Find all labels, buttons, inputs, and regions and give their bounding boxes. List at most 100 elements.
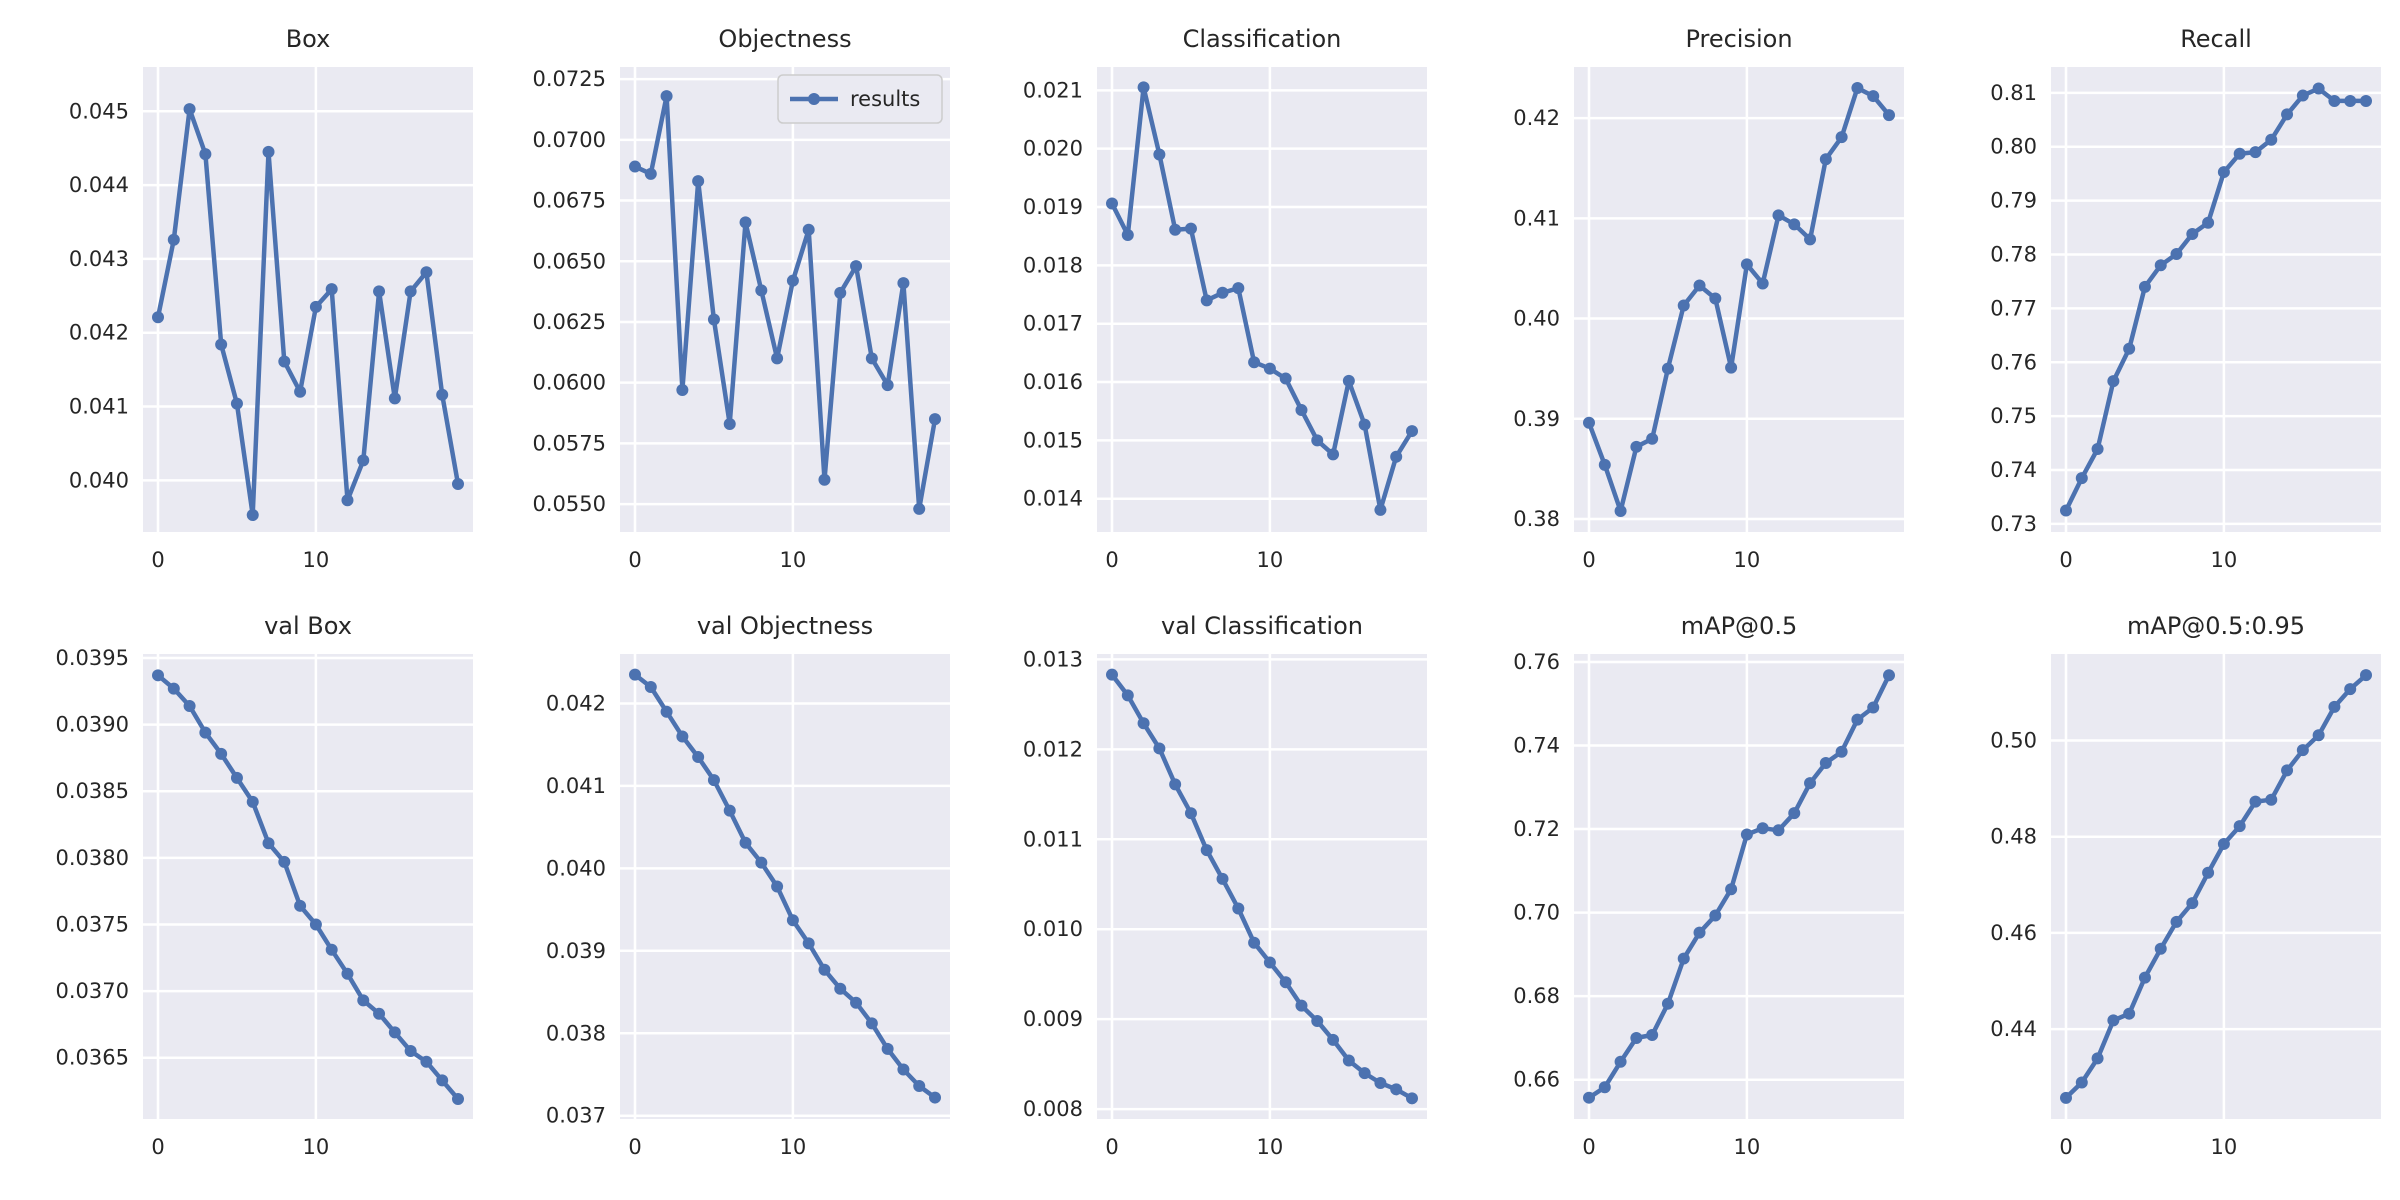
data-point xyxy=(913,1080,926,1093)
data-point xyxy=(341,967,354,980)
y-tick-label: 0.0575 xyxy=(533,431,606,455)
y-tick-label: 0.010 xyxy=(1023,917,1083,941)
data-point xyxy=(1819,153,1832,166)
data-point xyxy=(1851,713,1864,726)
y-tick-label: 0.039 xyxy=(546,939,606,963)
data-point xyxy=(834,982,847,995)
data-point xyxy=(2360,669,2372,682)
data-point xyxy=(723,804,736,817)
data-point xyxy=(1248,356,1261,369)
panel-title: Recall xyxy=(2180,25,2252,53)
panel-map-0-5-0-95: 0 10 0.44 0.46 0.48 0.50 mAP@0.5:0.95 xyxy=(1990,612,2381,1159)
data-point xyxy=(246,795,259,808)
data-point xyxy=(294,385,307,398)
data-point xyxy=(452,478,464,491)
data-point xyxy=(2217,837,2230,850)
data-point xyxy=(1583,1091,1595,1104)
y-tick-label: 0.73 xyxy=(1990,512,2037,536)
y-tick-label: 0.75 xyxy=(1990,404,2037,428)
data-point xyxy=(1342,374,1355,387)
plot-area xyxy=(1097,654,1427,1119)
data-point xyxy=(215,747,228,760)
data-point xyxy=(929,413,941,426)
data-point xyxy=(1279,976,1292,989)
y-tick-label: 0.042 xyxy=(69,321,129,345)
data-point xyxy=(802,937,815,950)
data-point xyxy=(2202,866,2215,879)
data-point xyxy=(707,774,720,787)
y-tick-label: 0.0700 xyxy=(533,128,606,152)
data-point xyxy=(309,300,322,313)
y-tick-label: 0.76 xyxy=(1990,350,2037,374)
data-point xyxy=(1327,448,1340,461)
data-point xyxy=(152,669,164,682)
y-tick-label: 0.0375 xyxy=(56,912,129,936)
y-tick-label: 0.020 xyxy=(1023,137,1083,161)
y-tick-label: 0.74 xyxy=(1513,733,1560,757)
panel-recall: 0 10 0.73 0.74 0.75 0.76 0.77 0.78 0.79 0.80 0.81 R… xyxy=(1990,25,2381,572)
data-point xyxy=(850,996,863,1009)
data-point xyxy=(325,283,338,296)
data-point xyxy=(1263,956,1276,969)
data-point xyxy=(1390,1083,1403,1096)
data-point xyxy=(452,1093,464,1106)
y-tick-label: 0.0725 xyxy=(533,67,606,91)
y-tick-label: 0.017 xyxy=(1023,312,1083,336)
x-tick-label: 0 xyxy=(1105,548,1118,572)
data-point xyxy=(2107,1014,2120,1027)
data-point xyxy=(2154,259,2167,272)
y-tick-label: 0.0650 xyxy=(533,249,606,273)
data-point xyxy=(404,285,417,298)
x-tick-label: 0 xyxy=(151,548,164,572)
data-point xyxy=(2360,94,2372,107)
data-point xyxy=(1867,701,1880,714)
data-point xyxy=(1311,1014,1324,1027)
data-point xyxy=(692,751,705,764)
data-point xyxy=(2249,795,2262,808)
data-point xyxy=(167,233,180,246)
data-point xyxy=(629,160,641,173)
panel-title: Precision xyxy=(1685,25,1792,53)
data-point xyxy=(1153,148,1166,161)
plot-area xyxy=(1574,654,1904,1119)
data-point xyxy=(183,103,196,116)
data-point xyxy=(230,397,243,410)
data-point xyxy=(278,355,291,368)
data-point xyxy=(2296,744,2309,757)
series-line xyxy=(155,106,461,518)
plot-area xyxy=(1574,67,1904,532)
data-point xyxy=(818,473,831,486)
data-point xyxy=(167,682,180,695)
y-tick-label: 0.39 xyxy=(1513,407,1560,431)
data-point xyxy=(420,266,433,279)
series-line xyxy=(1109,85,1415,513)
data-point xyxy=(881,379,894,392)
y-tick-label: 0.42 xyxy=(1513,106,1560,130)
data-point xyxy=(357,454,370,467)
data-point xyxy=(309,918,322,931)
data-point xyxy=(2075,472,2088,485)
plot-area xyxy=(2051,67,2381,532)
data-point xyxy=(1883,669,1895,682)
legend-box xyxy=(777,74,943,124)
data-point xyxy=(897,277,910,290)
data-point xyxy=(913,502,926,515)
y-tick-label: 0.79 xyxy=(1990,189,2037,213)
data-point xyxy=(1598,1081,1611,1094)
data-point xyxy=(183,699,196,712)
y-tick-label: 0.0395 xyxy=(56,646,129,670)
data-point xyxy=(2296,89,2309,102)
data-point xyxy=(1295,999,1308,1012)
data-point xyxy=(2217,166,2230,179)
data-point xyxy=(1772,209,1785,222)
plot-area xyxy=(1097,67,1427,532)
data-point xyxy=(436,1074,449,1087)
data-point xyxy=(1661,362,1674,375)
data-point xyxy=(1677,299,1690,312)
y-tick-label: 0.041 xyxy=(546,774,606,798)
data-point xyxy=(644,167,657,180)
data-point xyxy=(1646,432,1659,445)
data-point xyxy=(357,994,370,1007)
data-point xyxy=(676,730,689,743)
y-tick-label: 0.74 xyxy=(1990,458,2037,482)
